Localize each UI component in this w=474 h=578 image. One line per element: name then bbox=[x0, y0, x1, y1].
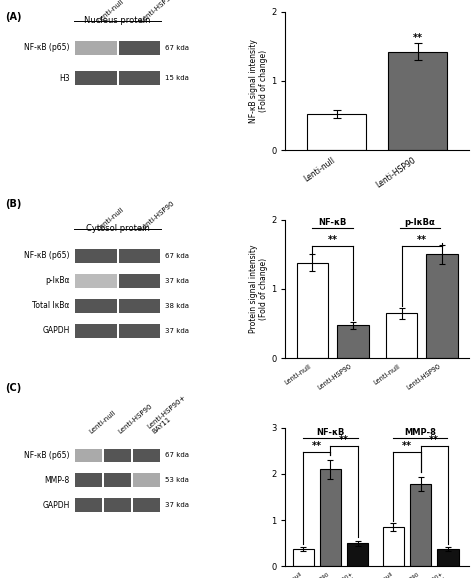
Bar bbox=[118, 249, 160, 262]
Text: GAPDH: GAPDH bbox=[42, 326, 70, 335]
Text: p-IκBα: p-IκBα bbox=[404, 217, 435, 227]
Bar bbox=[383, 527, 404, 566]
Bar bbox=[385, 313, 418, 358]
Bar bbox=[75, 71, 117, 85]
Text: **: ** bbox=[413, 33, 423, 43]
Bar bbox=[410, 484, 431, 566]
Y-axis label: Protein signal intensity
(Fold of change): Protein signal intensity (Fold of change… bbox=[249, 244, 268, 334]
Text: MMP-8: MMP-8 bbox=[45, 476, 70, 485]
Text: NF-κB: NF-κB bbox=[319, 217, 347, 227]
Bar bbox=[75, 449, 102, 462]
Text: Lenti-null: Lenti-null bbox=[96, 0, 125, 24]
Text: Lenti-null: Lenti-null bbox=[89, 409, 118, 435]
Text: Nucleus protein: Nucleus protein bbox=[84, 16, 151, 25]
Bar bbox=[118, 71, 160, 85]
Text: Lenti-HSP90: Lenti-HSP90 bbox=[139, 200, 176, 232]
Bar bbox=[118, 324, 160, 338]
Text: NF-κB (p65): NF-κB (p65) bbox=[24, 451, 70, 460]
Text: NF-κB (p65): NF-κB (p65) bbox=[24, 251, 70, 260]
Bar bbox=[133, 473, 160, 487]
Text: **: ** bbox=[328, 235, 338, 244]
Text: p-IκBα: p-IκBα bbox=[46, 276, 70, 285]
Text: Lenti-HSP90: Lenti-HSP90 bbox=[139, 0, 176, 24]
Text: (C): (C) bbox=[5, 383, 21, 392]
Bar bbox=[75, 40, 117, 54]
Text: 67 kda: 67 kda bbox=[165, 45, 189, 51]
Bar bbox=[133, 449, 160, 462]
Bar bbox=[118, 274, 160, 288]
Text: 37 kda: 37 kda bbox=[165, 328, 189, 334]
Bar bbox=[292, 549, 314, 566]
Bar bbox=[426, 254, 458, 358]
Text: 15 kda: 15 kda bbox=[165, 75, 189, 81]
Text: Lenti-null: Lenti-null bbox=[96, 206, 125, 232]
Bar bbox=[437, 549, 458, 566]
Text: Total IκBα: Total IκBα bbox=[32, 301, 70, 310]
Text: **: ** bbox=[339, 435, 349, 445]
Text: NF-κB: NF-κB bbox=[316, 428, 345, 437]
Text: NF-κB (p65): NF-κB (p65) bbox=[24, 43, 70, 52]
Bar bbox=[118, 299, 160, 313]
Bar bbox=[75, 324, 117, 338]
Text: H3: H3 bbox=[59, 73, 70, 83]
Bar bbox=[75, 249, 117, 262]
Text: **: ** bbox=[312, 441, 322, 451]
Bar bbox=[104, 473, 131, 487]
Bar bbox=[118, 40, 160, 54]
Bar bbox=[104, 498, 131, 512]
Bar bbox=[297, 262, 328, 358]
Text: 67 kda: 67 kda bbox=[165, 453, 189, 458]
Text: 37 kda: 37 kda bbox=[165, 502, 189, 509]
Text: **: ** bbox=[429, 435, 439, 445]
Text: 37 kda: 37 kda bbox=[165, 277, 189, 284]
Bar bbox=[320, 469, 341, 566]
Bar bbox=[75, 299, 117, 313]
Bar bbox=[347, 543, 368, 566]
Text: Lenti-HSP90: Lenti-HSP90 bbox=[118, 403, 154, 435]
Text: Lenti-HSP90+
BAY11: Lenti-HSP90+ BAY11 bbox=[146, 394, 192, 435]
Text: **: ** bbox=[402, 441, 412, 451]
Text: (B): (B) bbox=[5, 199, 21, 209]
Bar bbox=[337, 325, 369, 358]
Bar bbox=[75, 498, 102, 512]
Text: (A): (A) bbox=[5, 12, 21, 21]
Bar bbox=[75, 274, 117, 288]
Bar bbox=[133, 498, 160, 512]
Text: Cytosol protein: Cytosol protein bbox=[86, 224, 149, 233]
Text: **: ** bbox=[417, 235, 427, 244]
Text: 67 kda: 67 kda bbox=[165, 253, 189, 259]
Bar bbox=[104, 449, 131, 462]
Text: GAPDH: GAPDH bbox=[42, 501, 70, 510]
Bar bbox=[388, 52, 447, 150]
Bar bbox=[75, 473, 102, 487]
Bar bbox=[308, 114, 366, 150]
Y-axis label: NF-κB signal intensity
(Fold of change): NF-κB signal intensity (Fold of change) bbox=[249, 39, 268, 123]
Text: 38 kda: 38 kda bbox=[165, 303, 189, 309]
Text: MMP-8: MMP-8 bbox=[404, 428, 436, 437]
Text: 53 kda: 53 kda bbox=[165, 477, 189, 483]
